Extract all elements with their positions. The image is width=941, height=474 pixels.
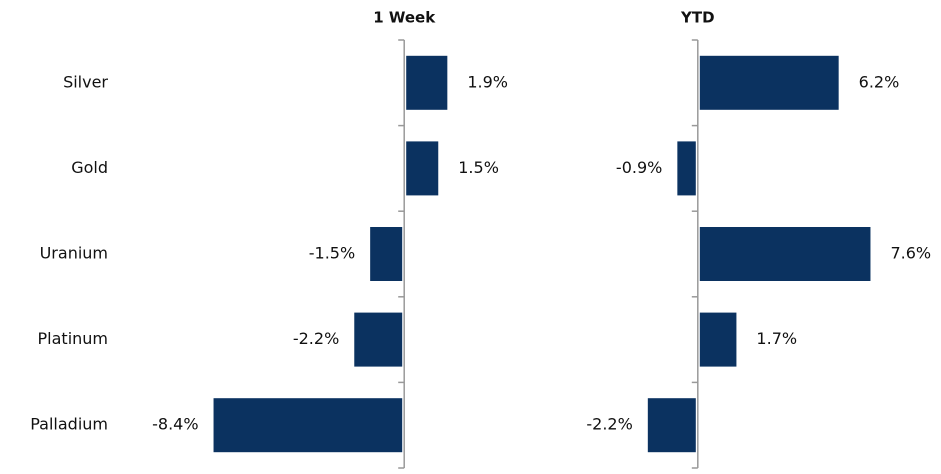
bar xyxy=(677,141,696,196)
category-label: Gold xyxy=(71,158,108,177)
category-label: Palladium xyxy=(30,415,108,434)
panel-title: YTD xyxy=(680,9,715,27)
panel-title: 1 Week xyxy=(373,9,436,27)
bar xyxy=(406,141,439,196)
bar xyxy=(647,398,696,453)
value-label: 7.6% xyxy=(890,244,931,263)
bar xyxy=(370,227,403,281)
value-label: 1.9% xyxy=(467,72,508,91)
category-label: Silver xyxy=(63,72,108,91)
value-label: -2.2% xyxy=(293,329,339,348)
value-label: -2.2% xyxy=(586,415,632,434)
value-label: 1.5% xyxy=(458,158,499,177)
value-label: -1.5% xyxy=(309,244,355,263)
value-label: -0.9% xyxy=(616,158,662,177)
value-label: 1.7% xyxy=(756,329,797,348)
value-label: -8.4% xyxy=(152,415,198,434)
bar xyxy=(699,312,737,367)
value-label: 6.2% xyxy=(859,72,900,91)
category-label: Platinum xyxy=(38,329,108,348)
bar xyxy=(699,227,871,281)
bar xyxy=(406,55,448,110)
bar xyxy=(354,312,403,367)
bar xyxy=(699,55,839,110)
category-label: Uranium xyxy=(40,244,108,263)
bar xyxy=(213,398,403,453)
